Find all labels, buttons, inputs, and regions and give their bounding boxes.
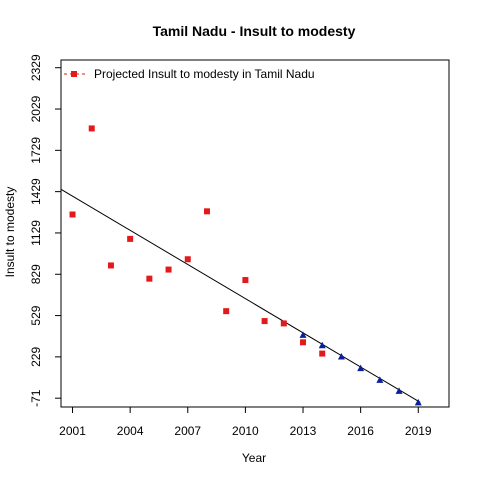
plot-frame (60, 59, 450, 408)
projected-point (318, 341, 326, 349)
data-point (319, 350, 326, 357)
data-point (184, 256, 191, 263)
y-axis: -71 229 529 829 1129 1429 1729 2029 2329 (29, 54, 61, 407)
data-point (261, 318, 268, 325)
projected-point (337, 352, 345, 360)
y-tick-label: 529 (29, 305, 43, 325)
projected-point (414, 398, 422, 406)
data-point (146, 275, 153, 282)
projected-point (299, 331, 307, 338)
trend-line (60, 188, 421, 403)
x-tick-label: 2007 (174, 424, 201, 438)
x-axis: 2001 2004 2007 2010 2013 2016 2019 (59, 407, 432, 438)
y-tick-label: 2029 (29, 95, 43, 122)
x-tick-label: 2004 (117, 424, 144, 438)
chart-title: Tamil Nadu - Insult to modesty (153, 23, 356, 39)
x-tick-label: 2016 (347, 424, 374, 438)
data-point (107, 262, 114, 269)
projected-point (395, 387, 403, 394)
x-tick-label: 2010 (232, 424, 259, 438)
data-point (242, 277, 249, 284)
data-point (280, 320, 287, 327)
plot-area (60, 125, 422, 406)
x-tick-label: 2013 (290, 424, 317, 438)
x-tick-label: 2001 (59, 424, 86, 438)
y-tick-label: -71 (29, 389, 43, 407)
x-axis-title: Year (242, 451, 266, 465)
legend-marker (71, 71, 77, 77)
data-point (300, 339, 307, 346)
y-tick-label: 2329 (29, 54, 43, 81)
projected-point (376, 376, 384, 383)
x-tick-label: 2019 (405, 424, 432, 438)
data-point (127, 235, 134, 242)
data-point (88, 125, 95, 132)
legend: Projected Insult to modesty in Tamil Nad… (64, 67, 315, 81)
y-axis-title: Insult to modesty (3, 187, 17, 278)
legend-label: Projected Insult to modesty in Tamil Nad… (94, 67, 315, 81)
data-point (165, 266, 172, 273)
y-tick-label: 1429 (29, 178, 43, 205)
data-point (223, 308, 230, 315)
y-tick-label: 829 (29, 264, 43, 284)
y-tick-label: 229 (29, 347, 43, 367)
data-point (69, 211, 76, 218)
data-point (203, 208, 210, 215)
projected-point (357, 364, 365, 372)
y-tick-label: 1129 (29, 220, 43, 246)
y-tick-label: 1729 (29, 137, 43, 164)
